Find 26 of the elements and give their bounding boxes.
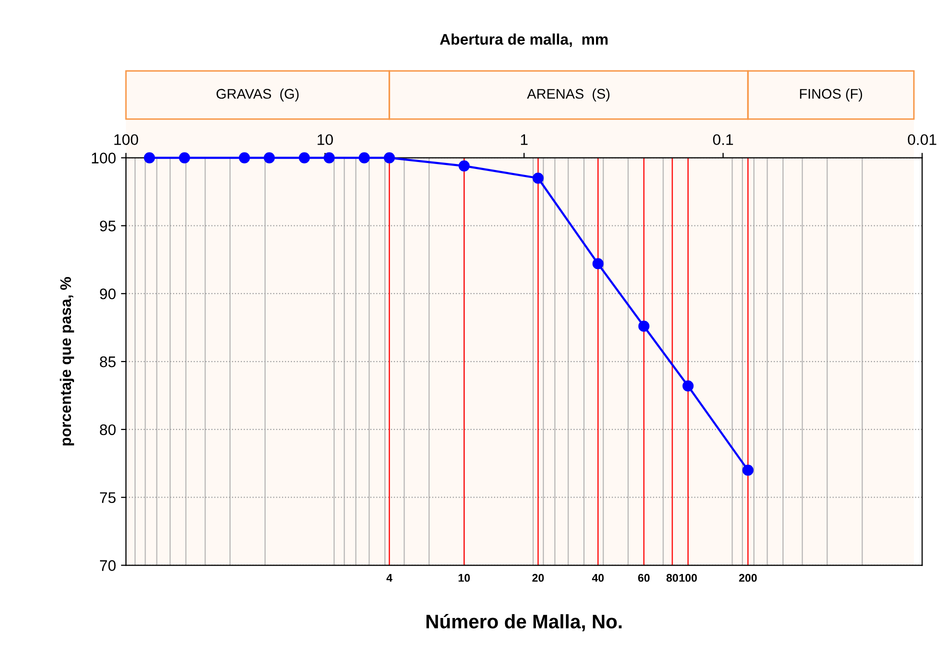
text: Abertura de malla, mm <box>440 34 608 47</box>
x-tick-label: 0.1 <box>713 134 733 146</box>
y-tick-label: 85 <box>100 356 116 368</box>
band-label: FINOS (F) <box>800 88 862 102</box>
annotation: 20 <box>532 574 544 582</box>
x-tick-label: 100 <box>114 134 138 146</box>
y-tick-label: 100 <box>92 152 116 164</box>
annotation: 40 <box>592 574 604 582</box>
band-label: ARENAS (S) <box>527 88 610 102</box>
annotation: 60 <box>638 574 650 582</box>
annotation: 4 <box>386 574 392 582</box>
annotation: 100 <box>679 574 697 582</box>
y-tick-label: 95 <box>100 220 116 232</box>
text: Número de Malla, No. <box>426 614 622 632</box>
x-tick-label: 1 <box>520 134 528 145</box>
y-tick-label: 90 <box>100 288 116 300</box>
y-tick-label: 75 <box>100 492 116 504</box>
y-tick-label: 70 <box>100 560 116 571</box>
annotation: 200 <box>739 574 757 582</box>
annotation: 80 <box>666 574 678 582</box>
y-tick-label: 80 <box>100 424 116 436</box>
annotation: 10 <box>458 574 470 582</box>
y-axis-title: porcentaje que pasa, % <box>60 277 74 446</box>
band-label: GRAVAS (G) <box>216 88 299 102</box>
x-tick-label: 0.01 <box>908 134 936 146</box>
x-tick-label: 10 <box>318 134 333 146</box>
